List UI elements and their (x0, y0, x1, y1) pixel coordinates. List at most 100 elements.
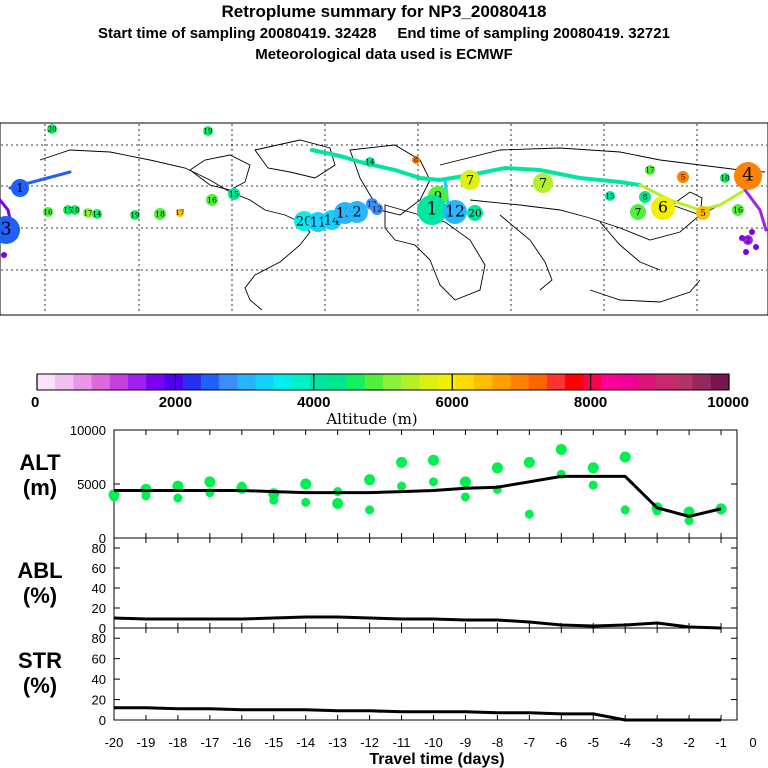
x-tick-label: -20 (105, 735, 124, 750)
colorbar-tick-label: 2000 (159, 394, 192, 411)
cluster-label: 4 (742, 165, 753, 186)
cluster-label: 18 (721, 174, 730, 182)
colorbar-tick-label: 4000 (297, 394, 330, 411)
cluster-marker (720, 173, 730, 183)
cluster-marker (203, 126, 213, 136)
cluster-label: 1 (16, 181, 23, 195)
cluster-label: 12 (372, 205, 382, 214)
x-tick-label: -3 (651, 735, 663, 750)
cluster-altitude-marker (459, 476, 471, 488)
colorbar-swatch (492, 374, 511, 390)
trajectory-path (743, 188, 768, 232)
cluster-label: 5 (681, 173, 686, 182)
cluster-label: 17 (646, 166, 655, 174)
colorbar-axis-label: Altitude (m) (325, 410, 417, 428)
cluster-label: 18 (71, 206, 80, 214)
cluster-altitude-marker (555, 443, 567, 455)
colorbar-swatch (583, 374, 602, 390)
cluster-marker (228, 188, 240, 200)
sampling-times: Start time of sampling 20080419. 32428 E… (98, 25, 670, 42)
x-tick-label: -15 (264, 735, 283, 750)
particle-dot (753, 244, 759, 250)
cluster-altitude-marker (172, 480, 184, 492)
cluster-marker (734, 162, 762, 190)
cluster-marker (0, 216, 20, 244)
panel-frame (113, 537, 738, 629)
y-tick-label: 60 (92, 652, 106, 667)
cluster-marker (630, 204, 646, 220)
x-tick-label: -8 (492, 735, 504, 750)
cluster-label: 12 (445, 203, 465, 221)
str-series-line (114, 706, 721, 722)
y-tick-label: 0 (99, 531, 106, 546)
cluster-marker (47, 124, 57, 134)
cluster-marker (605, 191, 615, 201)
cluster-marker (696, 206, 710, 220)
cluster-marker (677, 171, 689, 183)
y-tick-label: 10000 (70, 423, 106, 438)
colorbar-swatch (200, 374, 220, 390)
coastline (499, 214, 553, 291)
colorbar-swatch (619, 374, 639, 390)
x-tick-label: -11 (393, 735, 411, 750)
colorbar-swatch (310, 374, 329, 390)
cluster-altitude-marker (523, 456, 535, 468)
panel-label: ALT (19, 450, 61, 475)
colorbar-swatch (637, 374, 657, 390)
x-tick-label: -18 (169, 735, 188, 750)
x-tick-label: -2 (683, 735, 695, 750)
colorbar-tick-label: 8000 (574, 394, 607, 411)
chart-title: Retroplume summary for NP3_20080418 (221, 2, 547, 21)
cluster-altitude-marker (429, 477, 438, 487)
cluster-altitude-marker (269, 495, 279, 505)
cluster-label: 16 (733, 206, 743, 215)
y-tick-label: 80 (92, 631, 106, 646)
y-tick-label: 40 (92, 672, 106, 687)
cluster-label: 15 (64, 206, 73, 214)
y-tick-label: 0 (99, 621, 106, 636)
cluster-label: 20 (48, 125, 57, 133)
cluster-marker (92, 209, 102, 219)
colorbar-swatch (383, 374, 402, 390)
cluster-altitude-marker (332, 497, 344, 509)
colorbar-swatch (401, 374, 420, 390)
cluster-altitude-marker (620, 505, 630, 515)
cluster-altitude-marker (365, 505, 375, 515)
x-tick-label: -14 (296, 735, 315, 750)
trajectory-map: 1320191817161514191817161520111413212129… (0, 122, 768, 316)
cluster-label: 18 (155, 210, 165, 219)
cluster-label: 19 (204, 127, 213, 135)
colorbar-swatch (146, 374, 165, 390)
cluster-marker (417, 195, 447, 225)
cluster-altitude-marker (364, 474, 376, 486)
cluster-marker (365, 157, 375, 167)
colorbar-swatch (73, 374, 93, 390)
cluster-label: 17 (84, 209, 93, 217)
panel-unit: (m) (23, 475, 57, 500)
cluster-marker (645, 165, 655, 175)
cluster-altitude-marker (173, 493, 183, 503)
x-tick-label: -5 (587, 735, 599, 750)
colorbar-swatch (455, 374, 475, 390)
cluster-altitude-marker (204, 476, 216, 488)
x-tick-label: 0 (749, 735, 756, 750)
panel-label: STR (18, 648, 62, 673)
cluster-marker (83, 208, 93, 218)
colorbar-swatch (128, 374, 147, 390)
cluster-label: 7 (635, 207, 642, 219)
y-tick-label: 20 (92, 601, 106, 616)
cluster-label: 12 (367, 200, 377, 209)
colorbar-swatch (219, 374, 238, 390)
x-tick-label: -6 (556, 735, 568, 750)
colorbar-swatch (692, 374, 712, 390)
cluster-marker (533, 173, 553, 193)
cluster-altitude-marker (396, 456, 408, 468)
colorbar-swatch (710, 374, 730, 390)
cluster-marker (467, 205, 483, 221)
cluster-label: 8 (643, 193, 648, 202)
x-tick-label: -7 (524, 735, 536, 750)
cluster-marker (743, 235, 753, 245)
cluster-label: 6 (658, 199, 668, 217)
colorbar-tick-label: 0 (31, 394, 39, 411)
cluster-altitude-marker (524, 509, 534, 519)
